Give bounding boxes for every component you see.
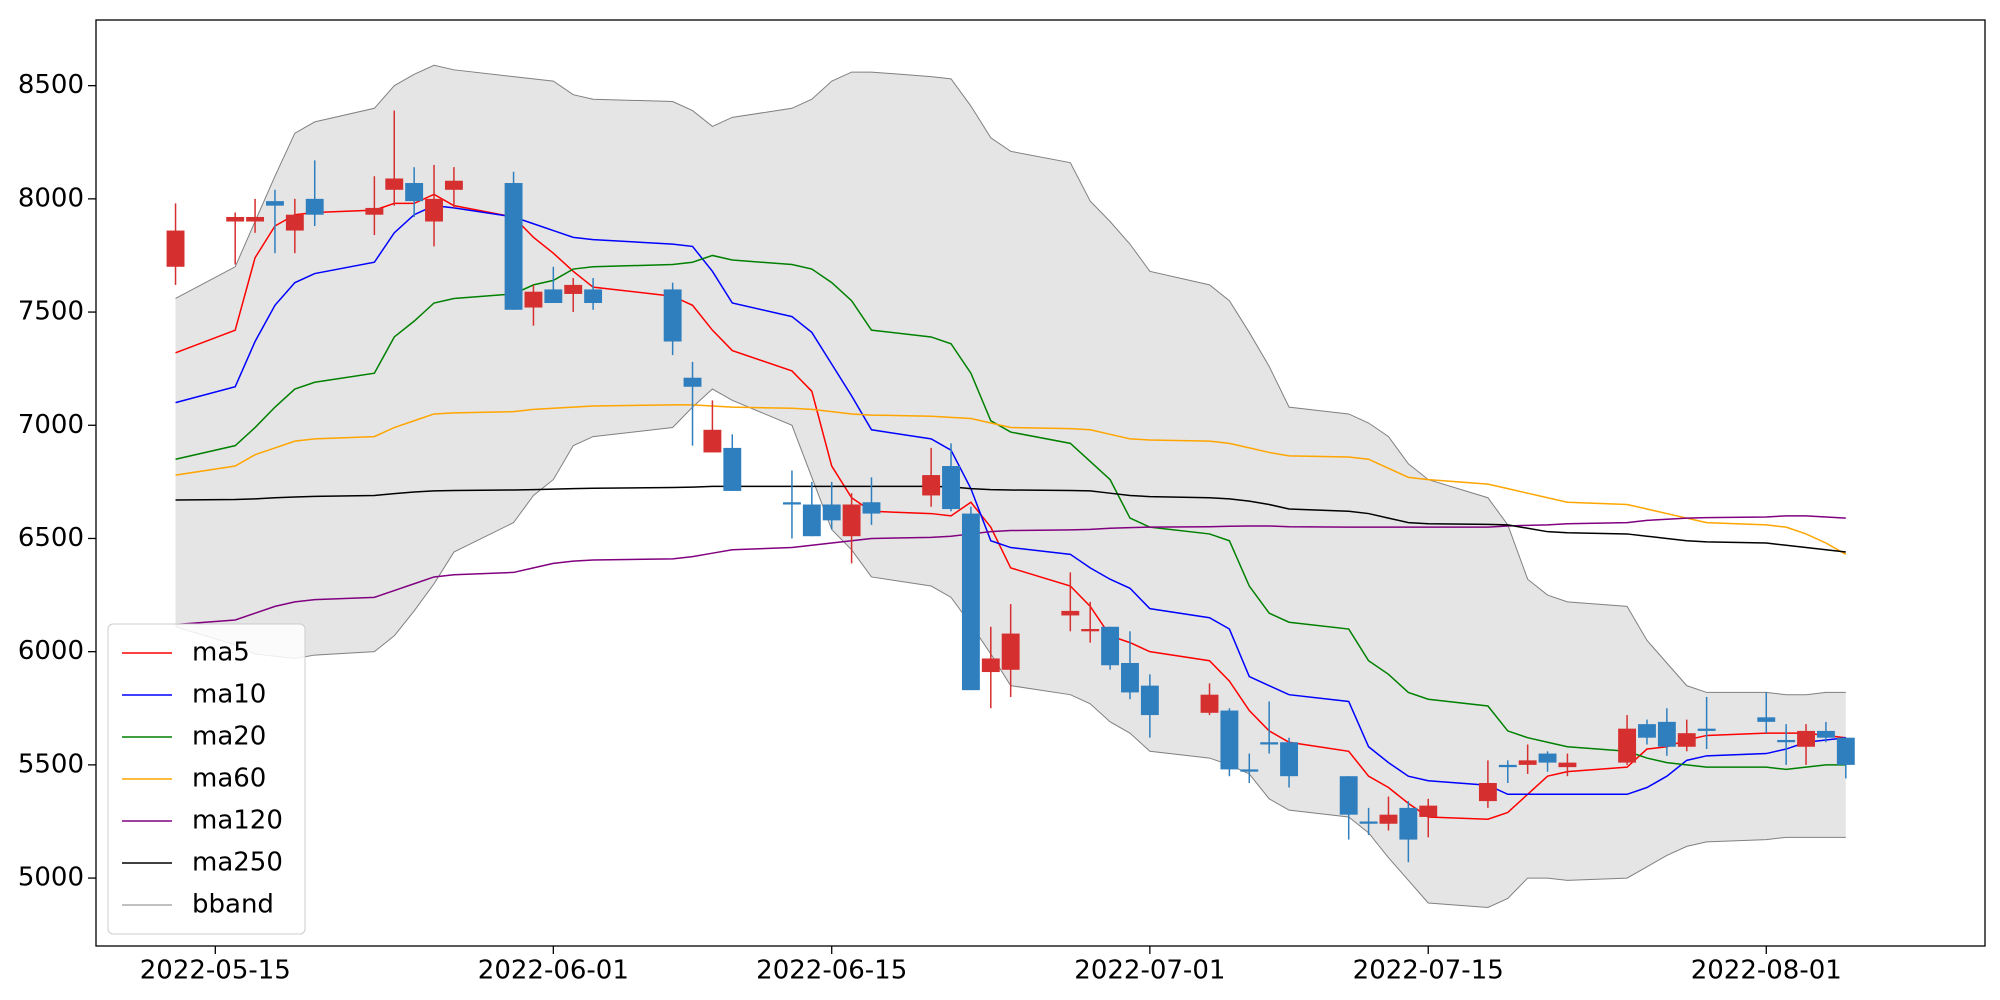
x-tick-label: 2022-07-01	[1074, 956, 1225, 986]
candle-body	[703, 429, 722, 453]
band-fill	[175, 65, 1846, 908]
y-tick-label: 8500	[18, 70, 84, 100]
legend-label: ma120	[192, 806, 283, 836]
candle-body	[564, 284, 583, 294]
candle-body	[1816, 730, 1835, 738]
candle-body	[922, 475, 941, 496]
x-tick-label: 2022-08-01	[1691, 956, 1842, 986]
candle-body	[226, 216, 245, 222]
candle-body	[1200, 694, 1219, 713]
candle-body	[981, 658, 1000, 673]
y-tick-label: 6500	[18, 523, 84, 553]
candle-body	[683, 377, 702, 387]
candle-body	[1538, 753, 1557, 763]
candle-body	[1140, 685, 1159, 716]
y-tick-label: 5000	[18, 863, 84, 893]
x-tick-label: 2022-06-15	[756, 956, 907, 986]
candle-body	[166, 230, 185, 267]
candle-body	[782, 502, 801, 505]
candle-body	[961, 513, 980, 691]
candle-body	[1379, 814, 1398, 824]
band-lower	[175, 388, 1846, 909]
ma-line	[175, 515, 1846, 626]
legend-label: ma250	[192, 848, 283, 878]
candle-body	[1419, 805, 1438, 817]
candle-body	[1061, 610, 1080, 616]
candle-body	[584, 289, 603, 304]
candle-body	[544, 289, 563, 304]
y-tick-label: 5500	[18, 749, 84, 779]
x-tick-label: 2022-05-15	[140, 956, 291, 986]
candle-body	[405, 183, 424, 202]
ma-line	[175, 485, 1846, 553]
candle-body	[802, 504, 821, 537]
candle-body	[1121, 662, 1139, 693]
candle-body	[385, 178, 404, 190]
candle-body	[1081, 629, 1100, 632]
candle-body	[1677, 733, 1696, 747]
legend-label: ma5	[192, 638, 250, 668]
ma-line	[175, 193, 1846, 820]
candle-body	[663, 289, 682, 342]
band-upper	[175, 64, 1846, 696]
candle-body	[1240, 769, 1259, 772]
candle-body	[305, 198, 324, 215]
candle-body	[1280, 742, 1299, 777]
legend-label: ma10	[192, 680, 266, 710]
legend-box	[107, 623, 306, 935]
candle-body	[942, 466, 960, 510]
candle-body	[1260, 742, 1279, 745]
candle-body	[1836, 737, 1855, 765]
plot-frame	[95, 19, 1986, 947]
candle-body	[1558, 762, 1577, 768]
candle-body	[425, 198, 443, 222]
candle-body	[246, 216, 265, 222]
ma-line	[175, 204, 1846, 796]
candle-body	[1657, 721, 1676, 747]
candle-body	[1399, 807, 1418, 840]
candle-body	[1777, 739, 1796, 743]
ma-line	[175, 254, 1846, 771]
candle-body	[504, 183, 523, 310]
candle-body	[1220, 710, 1239, 770]
candle-body	[1697, 728, 1716, 731]
candle-body	[842, 504, 861, 537]
y-tick-label: 7500	[18, 297, 84, 327]
candle-body	[1638, 724, 1656, 738]
candle-body	[1001, 633, 1020, 670]
y-tick-label: 6000	[18, 636, 84, 666]
candle-body	[1518, 760, 1537, 765]
x-tick-label: 2022-07-15	[1353, 956, 1504, 986]
candle-body	[444, 180, 463, 190]
candle-body	[1757, 717, 1776, 722]
ma-line	[175, 404, 1847, 555]
candle-body	[822, 504, 841, 521]
candle-body	[723, 447, 742, 491]
candle-body	[285, 214, 304, 231]
candle-body	[1618, 728, 1637, 763]
y-tick-label: 7000	[18, 410, 84, 440]
candle-body	[1101, 626, 1120, 666]
candle-body	[862, 502, 881, 514]
legend: ma5 ma10 ma20 ma60 ma120 ma250 bband	[107, 623, 306, 935]
plot-area	[166, 64, 1855, 909]
legend-label: ma20	[192, 722, 266, 752]
y-tick-label: 8000	[18, 183, 84, 213]
candle-body	[524, 291, 543, 308]
candle-body	[1797, 730, 1815, 747]
legend-label: bband	[192, 890, 274, 920]
x-tick-label: 2022-06-01	[478, 956, 629, 986]
legend-label: ma60	[192, 764, 266, 794]
candle-body	[1339, 776, 1358, 815]
candle-body	[1498, 764, 1517, 768]
candle-body	[1478, 782, 1497, 802]
candle-body	[266, 201, 284, 206]
candle-body	[365, 207, 384, 215]
candle-body	[1359, 821, 1378, 824]
